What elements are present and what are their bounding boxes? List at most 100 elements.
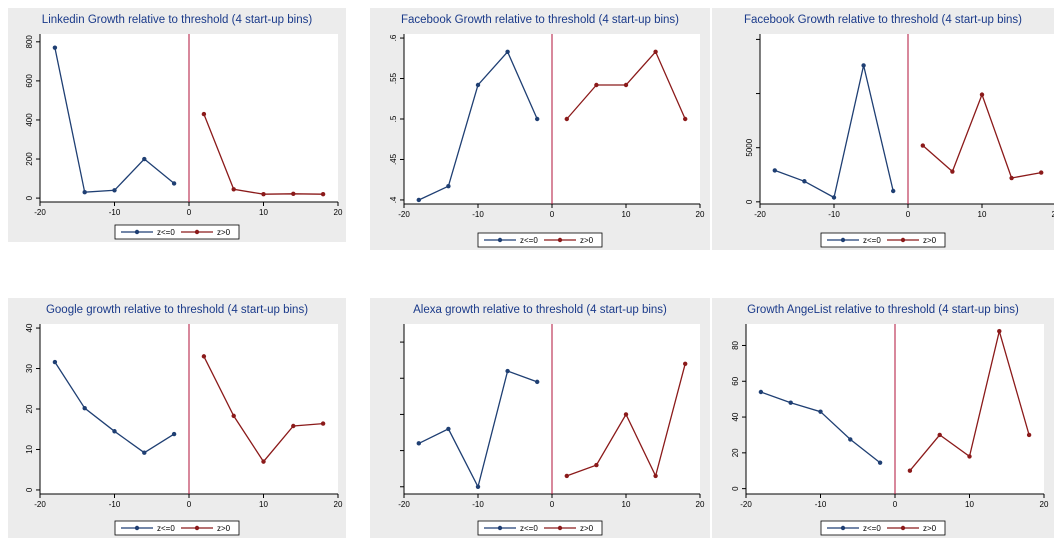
legend-label: z>0 xyxy=(580,236,594,245)
data-point xyxy=(82,405,87,411)
y-tick-label: 200 xyxy=(25,152,34,166)
y-tick-label: 80 xyxy=(731,340,740,349)
y-tick-label: 5000 xyxy=(745,138,754,156)
data-point xyxy=(848,437,853,442)
y-tick-label: 800 xyxy=(25,35,34,49)
legend-label: z>0 xyxy=(923,236,937,245)
data-point xyxy=(320,421,326,426)
legend-label: z<=0 xyxy=(157,524,175,533)
data-point xyxy=(261,459,266,464)
x-tick-label: -20 xyxy=(34,208,46,217)
data-point xyxy=(535,116,540,122)
x-tick-label: 0 xyxy=(550,210,555,219)
x-tick-label: -10 xyxy=(472,210,484,219)
data-point xyxy=(505,49,510,55)
x-tick-label: 0 xyxy=(893,500,898,509)
x-tick-label: -10 xyxy=(828,210,840,219)
data-point xyxy=(112,429,117,434)
data-point xyxy=(891,188,896,194)
data-point xyxy=(142,156,147,162)
data-point xyxy=(475,82,481,88)
legend-box xyxy=(114,224,240,240)
chart-title: Facebook Growth relative to threshold (4… xyxy=(744,14,1022,26)
y-tick-label: .5 xyxy=(389,115,398,122)
legend-swatch-marker xyxy=(134,229,140,235)
data-point xyxy=(291,191,296,196)
legend-label: z<=0 xyxy=(863,524,881,533)
data-point xyxy=(653,473,658,479)
y-tick-label: 40 xyxy=(731,412,740,421)
y-tick-label: 0 xyxy=(745,199,754,204)
data-point xyxy=(142,450,147,455)
x-tick-label: 10 xyxy=(259,208,268,217)
x-tick-label: 20 xyxy=(334,208,343,217)
chart-title: Growth AngeList relative to threshold (4… xyxy=(747,304,1019,316)
legend-box xyxy=(477,232,603,248)
data-point xyxy=(201,354,207,359)
x-tick-label: 0 xyxy=(906,210,911,219)
x-tick-label: -20 xyxy=(398,500,410,509)
legend-swatch-marker xyxy=(900,237,906,243)
chart-title: Facebook Growth relative to threshold (4… xyxy=(401,14,679,26)
y-tick-label: 0 xyxy=(25,195,34,200)
data-point xyxy=(594,82,599,88)
y-tick-label: 30 xyxy=(25,364,34,373)
chart-title: Google growth relative to threshold (4 s… xyxy=(46,304,308,316)
data-point xyxy=(201,111,207,117)
x-tick-label: -10 xyxy=(472,500,484,509)
data-point xyxy=(979,92,985,97)
y-tick-label: 60 xyxy=(731,376,740,385)
data-point xyxy=(967,454,972,459)
x-tick-label: 0 xyxy=(187,208,192,217)
data-point xyxy=(831,195,837,200)
data-point xyxy=(623,412,629,417)
x-tick-label: 20 xyxy=(334,500,343,509)
legend-swatch-marker xyxy=(557,237,563,243)
data-point xyxy=(683,361,688,366)
data-point xyxy=(861,63,866,68)
chart-title: Alexa growth relative to threshold (4 st… xyxy=(413,304,667,316)
data-point xyxy=(1026,432,1032,438)
data-point xyxy=(564,473,569,479)
y-tick-label: 10 xyxy=(25,444,34,453)
x-tick-label: 0 xyxy=(550,500,555,509)
data-point xyxy=(320,191,326,197)
chart-4: Google growth relative to threshold (4 s… xyxy=(8,298,346,538)
data-point xyxy=(446,426,451,432)
legend-label: z<=0 xyxy=(863,236,881,245)
legend-swatch-marker xyxy=(900,525,906,531)
legend: z<=0 z>0 xyxy=(820,232,946,248)
legend: z<=0 z>0 xyxy=(114,520,240,536)
legend-label: z<=0 xyxy=(520,236,538,245)
y-tick-label: .45 xyxy=(389,153,398,165)
legend-swatch-marker xyxy=(194,525,200,531)
data-point xyxy=(997,328,1002,334)
x-tick-label: -20 xyxy=(754,210,766,219)
data-point xyxy=(52,359,58,365)
x-tick-label: 10 xyxy=(965,500,974,509)
x-tick-label: 20 xyxy=(696,500,705,509)
legend: z<=0 z>0 xyxy=(820,520,946,536)
legend-swatch-marker xyxy=(497,237,503,243)
y-tick-label: 0 xyxy=(731,486,740,491)
data-point xyxy=(171,181,177,186)
legend-box xyxy=(820,232,946,248)
legend: z<=0 z>0 xyxy=(114,224,240,240)
legend-swatch-marker xyxy=(840,237,846,243)
y-tick-label: 400 xyxy=(25,113,34,127)
y-tick-label: .55 xyxy=(389,72,398,84)
y-tick-label: 20 xyxy=(25,404,34,413)
legend-box xyxy=(477,520,603,536)
data-point xyxy=(82,190,87,195)
data-point xyxy=(1009,175,1014,181)
chart-title: Linkedin Growth relative to threshold (4… xyxy=(42,14,313,26)
legend-box xyxy=(114,520,240,536)
data-point xyxy=(171,431,177,437)
legend-swatch-marker xyxy=(840,525,846,531)
data-point xyxy=(950,169,955,174)
chart-3: Facebook Growth relative to threshold (4… xyxy=(712,8,1054,250)
x-tick-label: -10 xyxy=(109,500,121,509)
x-tick-label: 10 xyxy=(978,210,987,219)
x-tick-label: 10 xyxy=(622,500,631,509)
data-point xyxy=(653,49,658,55)
